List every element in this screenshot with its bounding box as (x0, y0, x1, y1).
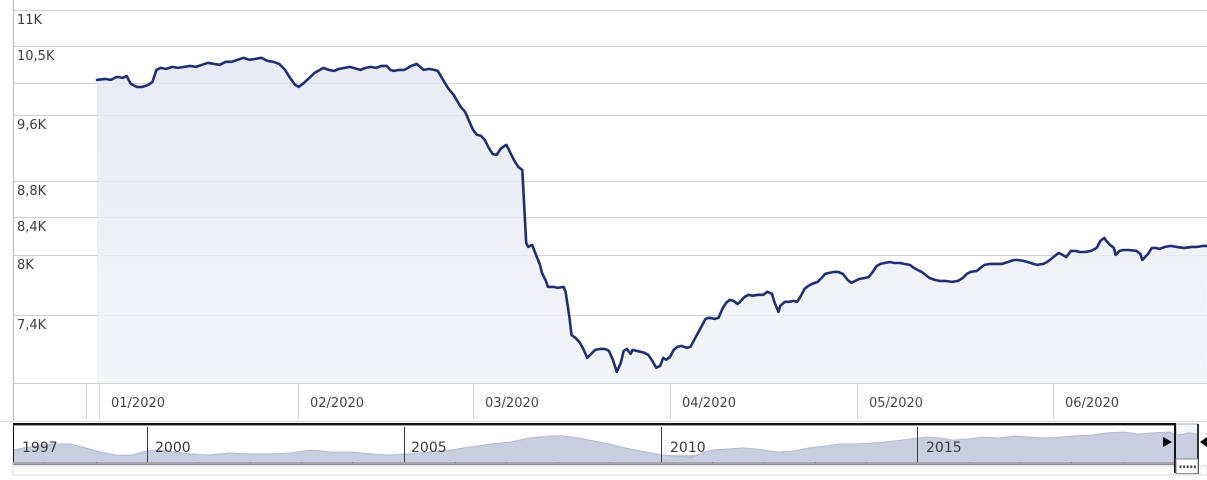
navigator-mask-border-top (13, 423, 1176, 426)
price-area-series (97, 57, 1207, 384)
x-axis-label: 05/2020 (869, 396, 923, 411)
x-axis-strip: 01/2020 02/2020 03/2020 04/2020 05/2020 06/20… (0, 384, 1207, 422)
y-axis-label: 8,4K (17, 220, 47, 235)
y-axis-label: 7,4K (17, 318, 47, 333)
x-axis-label: 02/2020 (310, 396, 364, 411)
main-plot: 11K 10,5K 9,6K 8,8K 8,4K 8K 7,4K (13, 0, 1207, 421)
y-axis-label: 8,8K (17, 184, 47, 199)
x-axis-label: 01/2020 (111, 396, 165, 411)
navigator-year-label: 2005 (411, 440, 447, 456)
navigator: 1997 2000 2005 2010 2015 (12, 423, 1207, 476)
scrollbar-track[interactable] (12, 465, 1207, 476)
y-axis-label: 8K (17, 258, 34, 273)
price-line-series (95, 56, 1207, 374)
y-axis-label: 9,6K (17, 118, 47, 133)
navigator-year-label: 2000 (155, 440, 191, 456)
thumb-grip-dots-icon (1179, 465, 1182, 469)
thumb-grip-dots-icon (1193, 465, 1196, 469)
x-axis-label: 03/2020 (485, 396, 539, 411)
navigator-year-label: 1997 (22, 440, 58, 456)
navigator-year-label: 2010 (670, 440, 706, 456)
thumb-grip-dots-icon (1190, 465, 1193, 469)
thumb-grip-dots-icon (1183, 465, 1186, 469)
x-axis-label: 04/2020 (682, 396, 736, 411)
navigator-window-border-right (1197, 424, 1199, 474)
plot-area[interactable] (13, 0, 1207, 383)
navigator-right-handle-icon[interactable] (1200, 437, 1207, 447)
y-axis-label: 10,5K (17, 49, 55, 64)
x-axis-label: 06/2020 (1065, 396, 1119, 411)
navigator-mask-border-left (13, 423, 14, 462)
navigator-left-handle-icon[interactable] (1163, 437, 1172, 447)
thumb-grip-dots-icon (1186, 465, 1189, 469)
navigator-mask-border-right (1174, 423, 1176, 473)
navigator-area-series (13, 432, 1198, 462)
navigator-series-edge (13, 431, 1198, 459)
y-axis-label: 11K (17, 13, 43, 28)
navigator-year-label: 2015 (926, 440, 962, 456)
